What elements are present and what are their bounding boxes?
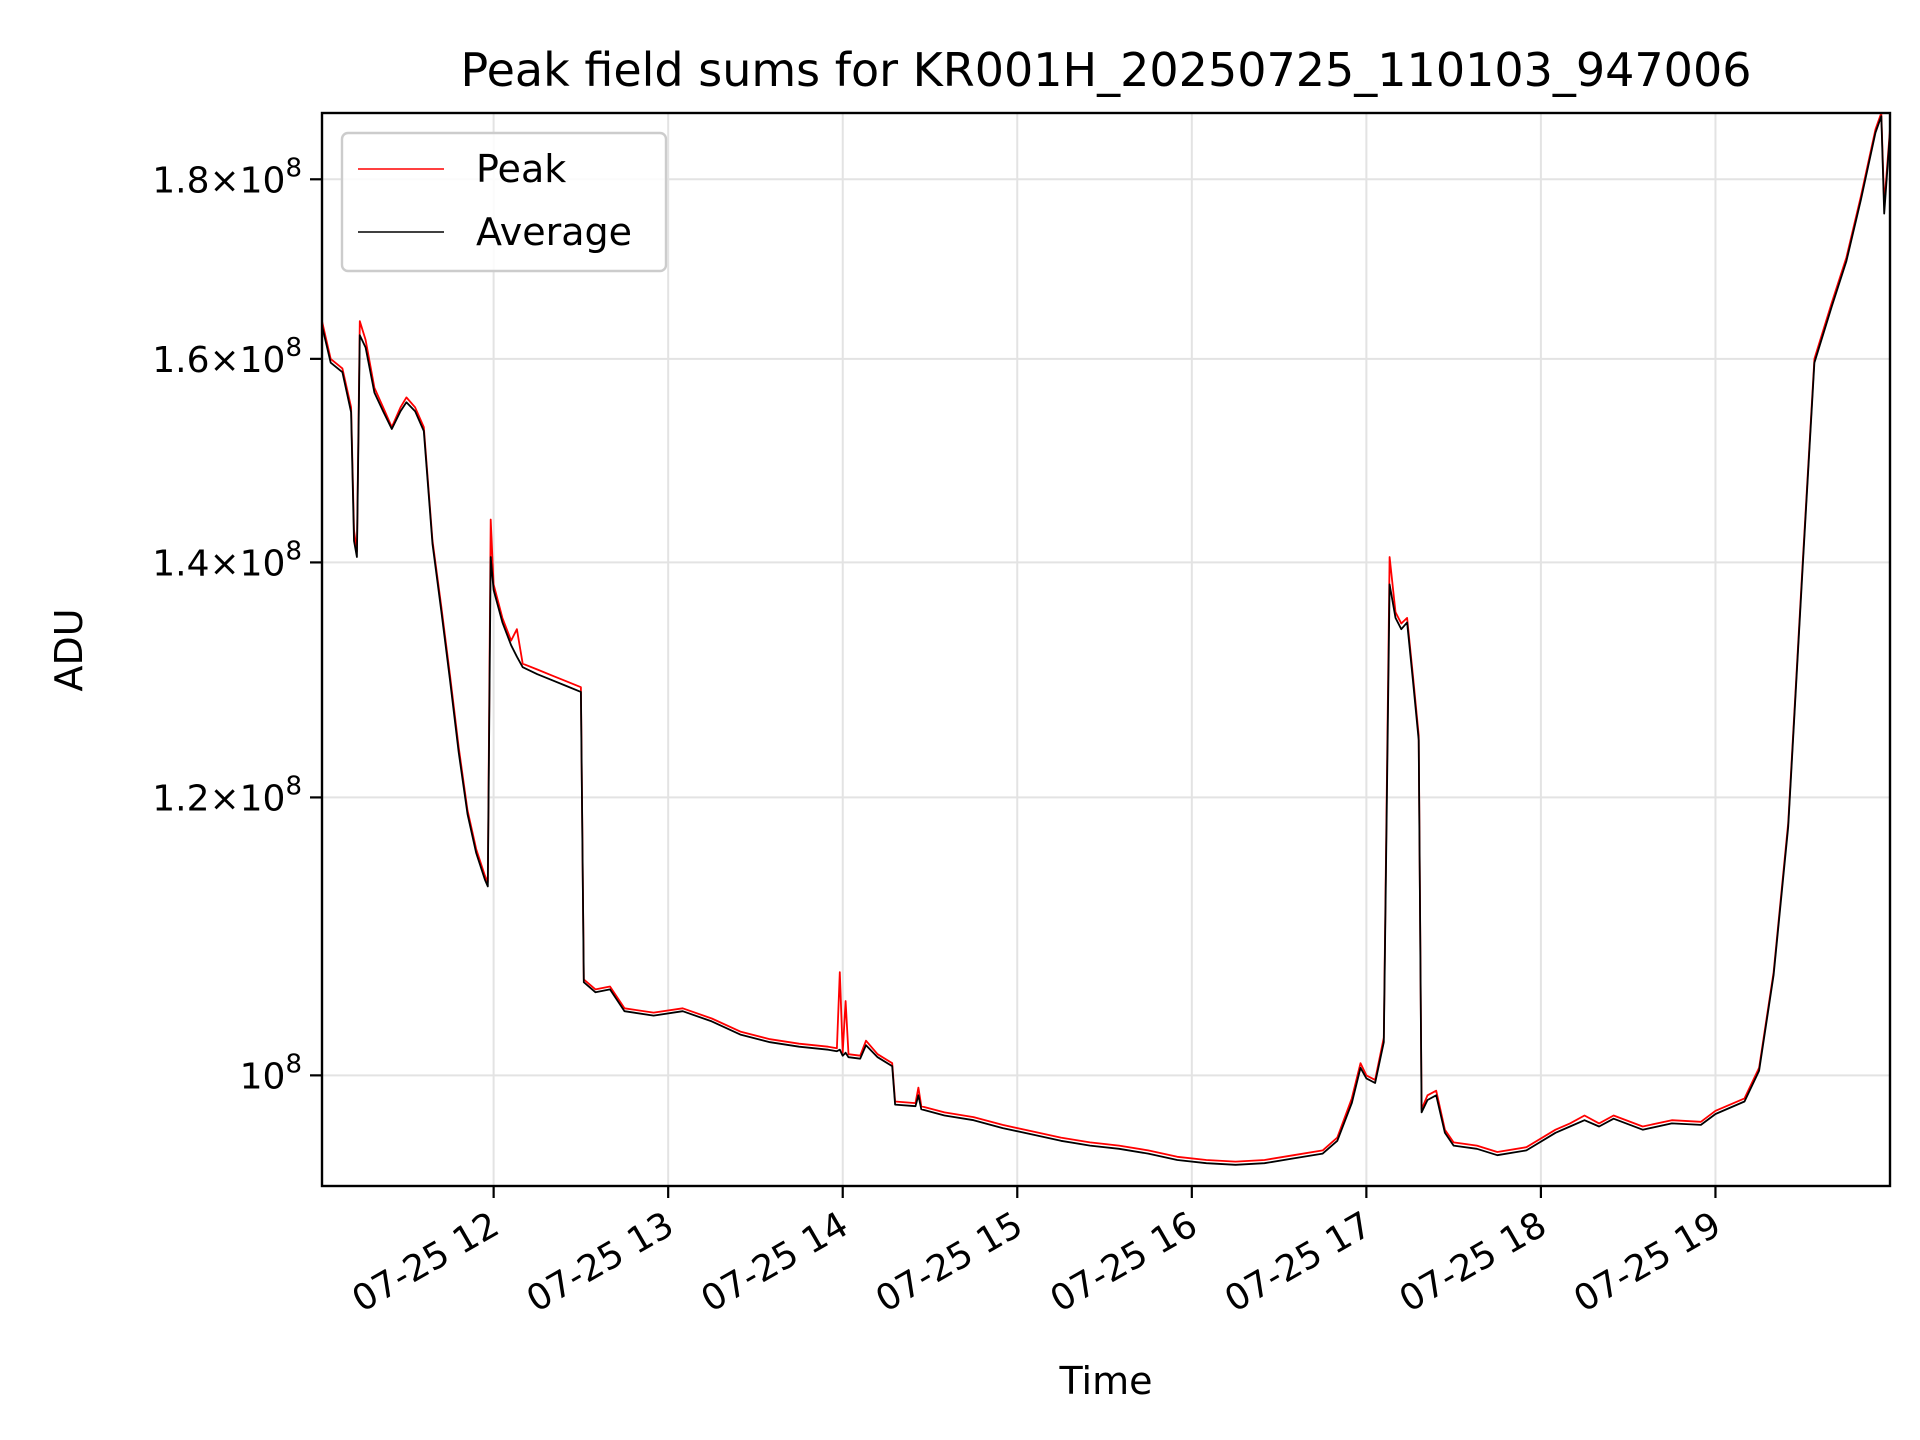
y-tick-mantissa: 1.6×: [152, 340, 239, 381]
legend-label-average: Average: [476, 210, 632, 254]
y-tick-label: 1.4×108: [152, 536, 302, 584]
y-tick-exponent: 8: [285, 333, 302, 363]
y-tick-label: 1.6×108: [152, 333, 302, 381]
y-tick-exponent: 8: [285, 153, 302, 183]
plot-frame: [320, 111, 1892, 1188]
y-tick-base: 10: [240, 778, 286, 819]
y-tick-label: 1.8×108: [152, 153, 302, 201]
chart-title: Peak field sums for KR001H_20250725_1101…: [461, 43, 1752, 97]
y-tick-base: 10: [240, 1056, 286, 1097]
y-tick-label: 108: [240, 1049, 302, 1097]
x-axis-label: Time: [1059, 1359, 1153, 1403]
grid-lines: [322, 113, 1890, 1186]
legend-box: [340, 131, 668, 273]
y-tick-mantissa: 1.2×: [152, 778, 239, 819]
y-tick-exponent: 8: [285, 536, 302, 566]
y-tick-base: 10: [240, 340, 286, 381]
y-tick-base: 10: [240, 543, 286, 584]
y-tick-exponent: 8: [285, 771, 302, 801]
series-layer: [322, 113, 1890, 1166]
y-tick-exponent: 8: [285, 1049, 302, 1079]
y-tick-mantissa: 1.8×: [152, 160, 239, 201]
legend: Peak Average: [340, 131, 668, 273]
series-line-average: [322, 115, 1890, 1166]
y-tick-base: 10: [240, 160, 286, 201]
y-axis-label: ADU: [47, 608, 91, 691]
y-tick-mantissa: 1.4×: [152, 543, 239, 584]
legend-label-peak: Peak: [476, 147, 566, 191]
y-tick-label: 1.2×108: [152, 771, 302, 819]
